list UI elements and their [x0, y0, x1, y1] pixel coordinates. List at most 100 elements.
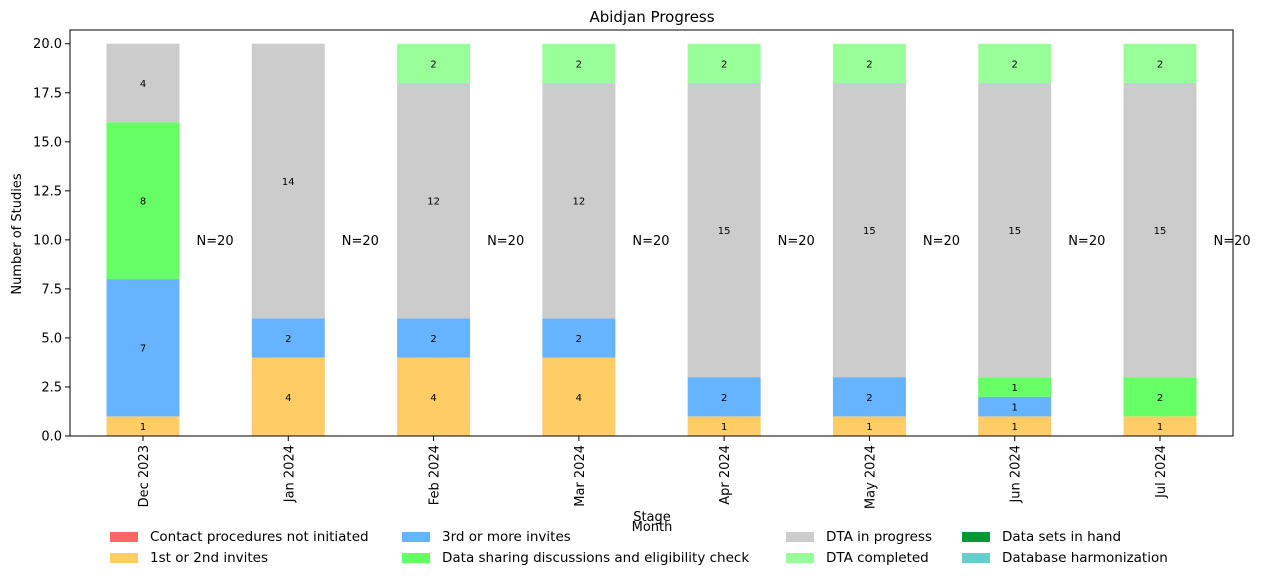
y-tick-label: 2.5 — [41, 380, 62, 395]
bar-value-label: 2 — [285, 334, 291, 345]
bar-segment — [978, 416, 1052, 436]
x-tick-label: Apr 2024 — [718, 445, 733, 505]
bar-segment — [397, 357, 471, 436]
legend-label: Data sets in hand — [1002, 529, 1122, 545]
bar-value-label: 4 — [576, 393, 582, 404]
bar-segment — [1123, 82, 1197, 378]
y-tick-label: 20.0 — [33, 37, 62, 52]
legend-swatch — [962, 553, 990, 563]
legend-label: DTA in progress — [826, 529, 932, 545]
bar-value-label: 14 — [282, 177, 295, 188]
bar-segment — [251, 357, 325, 436]
bar-value-label: 4 — [285, 393, 291, 404]
y-axis-label: Number of Studies — [10, 173, 25, 294]
bar-value-label: 4 — [430, 393, 436, 404]
bar-value-label: 12 — [427, 197, 440, 208]
y-tick-label: 7.5 — [41, 282, 62, 297]
total-label: N=20 — [778, 234, 815, 249]
bar-value-label: 4 — [140, 79, 146, 90]
bar-value-label: 1 — [1012, 422, 1018, 433]
bar-segment — [1123, 377, 1197, 417]
x-tick-label: Dec 2023 — [137, 445, 152, 507]
bar-segment — [251, 43, 325, 319]
legend-item: 3rd or more invites — [402, 527, 571, 547]
plot-frame — [69, 29, 1234, 437]
bar-value-label: 2 — [866, 393, 872, 404]
bar-segment — [832, 43, 906, 83]
total-label: N=20 — [632, 234, 669, 249]
legend-item: Contact procedures not initiated — [110, 527, 369, 547]
bar-value-label: 2 — [866, 59, 872, 70]
legend: Contact procedures not initiated 1st or 2… — [110, 527, 1230, 571]
bar-segment — [106, 279, 180, 417]
bar-segment — [978, 377, 1052, 397]
bar-value-label: 1 — [1157, 422, 1163, 433]
bar-segment — [542, 82, 616, 319]
bar-value-label: 2 — [1157, 59, 1163, 70]
total-label: N=20 — [1068, 234, 1105, 249]
legend-label: DTA completed — [826, 550, 929, 566]
bar-value-label: 12 — [572, 197, 585, 208]
bar-value-label: 15 — [718, 226, 731, 237]
bar-segment — [397, 82, 471, 319]
bar-value-label: 2 — [1157, 393, 1163, 404]
x-tick-label: Jul 2024 — [1154, 445, 1169, 499]
bar-segment — [397, 318, 471, 358]
legend-swatch — [962, 532, 990, 542]
bar-segment — [106, 122, 180, 280]
y-tick-label: 15.0 — [33, 135, 62, 150]
bar-segment — [978, 82, 1052, 378]
bar-value-label: 1 — [140, 422, 146, 433]
total-label: N=20 — [342, 234, 379, 249]
bar-value-label: 2 — [576, 334, 582, 345]
bar-segment — [1123, 43, 1197, 83]
bar-value-label: 7 — [140, 344, 146, 355]
legend-swatch — [402, 532, 430, 542]
legend-swatch — [402, 553, 430, 563]
legend-label: Data sharing discussions and eligibility… — [442, 550, 750, 566]
bar-value-label: 1 — [1012, 383, 1018, 394]
bar-value-label: 15 — [1008, 226, 1021, 237]
bar-value-label: 1 — [866, 422, 872, 433]
bar-segment — [687, 377, 761, 417]
legend-item: Data sharing discussions and eligibility… — [402, 548, 749, 568]
y-tick-label: 0.0 — [41, 430, 62, 445]
legend-item: 1st or 2nd invites — [110, 548, 268, 568]
y-tick-label: 12.5 — [33, 184, 62, 199]
x-tick-label: Jan 2024 — [282, 445, 297, 503]
bar-value-label: 15 — [863, 226, 876, 237]
y-tick-label: 10.0 — [33, 233, 62, 248]
legend-item: DTA in progress — [786, 527, 932, 547]
bar-value-label: 2 — [430, 59, 436, 70]
legend-swatch — [786, 553, 814, 563]
bar-value-label: 2 — [721, 59, 727, 70]
bar-value-label: 2 — [430, 334, 436, 345]
bar-value-label: 1 — [1012, 403, 1018, 414]
bar-segment — [832, 377, 906, 417]
legend-label: 1st or 2nd invites — [150, 550, 268, 566]
bar-segment — [397, 43, 471, 83]
bar-segment — [687, 416, 761, 436]
bar-segment — [978, 396, 1052, 417]
bar-segment — [687, 43, 761, 83]
legend-item: Database harmonization — [962, 548, 1168, 568]
chart-title: Abidjan Progress — [589, 8, 714, 26]
legend-label: Contact procedures not initiated — [150, 529, 369, 545]
total-label: N=20 — [1214, 234, 1251, 249]
legend-item: Data sets in hand — [962, 527, 1121, 547]
legend-label: 3rd or more invites — [442, 529, 571, 545]
bar-value-label: 2 — [1012, 59, 1018, 70]
x-tick-label: May 2024 — [863, 445, 878, 509]
total-label: N=20 — [923, 234, 960, 249]
legend-label: Database harmonization — [1002, 550, 1168, 566]
legend-swatch — [110, 553, 138, 563]
x-axis-label: Month — [632, 520, 673, 535]
total-label: N=20 — [197, 234, 234, 249]
legend-title: Stage — [633, 510, 671, 525]
bar-segment — [106, 43, 180, 123]
bar-segment — [542, 43, 616, 83]
x-tick-label: Jun 2024 — [1009, 445, 1024, 504]
legend-item: DTA completed — [786, 548, 929, 568]
